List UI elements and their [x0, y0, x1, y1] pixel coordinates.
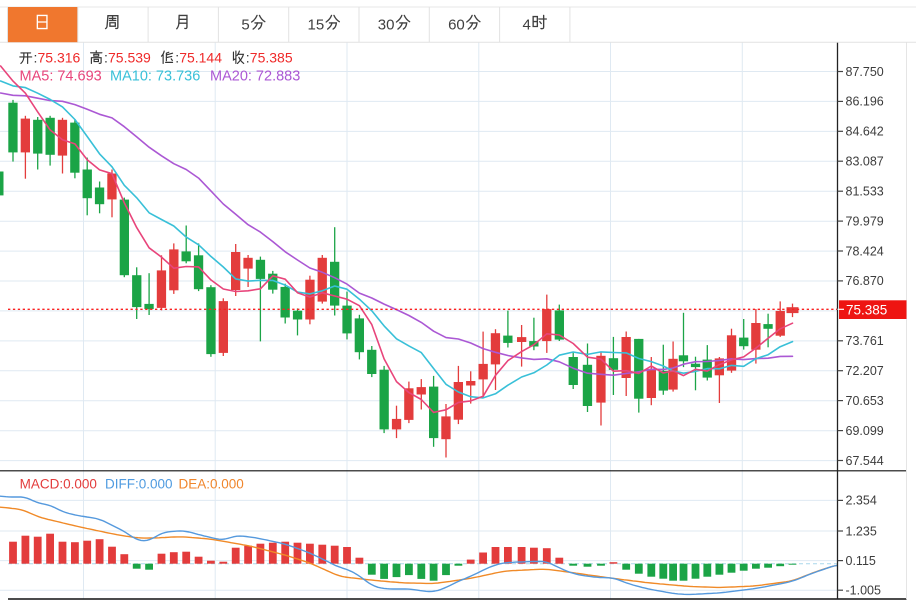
svg-text::: :	[104, 49, 108, 65]
svg-text:1.235: 1.235	[846, 524, 877, 538]
svg-text:67.544: 67.544	[846, 454, 884, 468]
svg-text:69.099: 69.099	[846, 424, 884, 438]
svg-text:2.354: 2.354	[846, 494, 877, 508]
svg-text:75.539: 75.539	[108, 49, 151, 65]
svg-text:70.653: 70.653	[846, 394, 884, 408]
svg-text:MACD:0.000: MACD:0.000	[20, 477, 97, 492]
svg-text:79.979: 79.979	[846, 214, 884, 228]
svg-text:75.385: 75.385	[250, 49, 293, 65]
svg-text:81.533: 81.533	[846, 185, 884, 199]
svg-text:MA10: 73.736: MA10: 73.736	[110, 69, 200, 85]
svg-text:60: 60	[448, 17, 465, 34]
svg-text:-1.005: -1.005	[846, 584, 881, 598]
svg-text:86.196: 86.196	[846, 95, 884, 109]
svg-text:MA5: 74.693: MA5: 74.693	[20, 69, 102, 85]
svg-text:4: 4	[523, 17, 531, 34]
svg-text:75.144: 75.144	[179, 49, 222, 65]
svg-text:75.316: 75.316	[38, 49, 81, 65]
svg-text::: :	[175, 49, 179, 65]
svg-text:83.087: 83.087	[846, 155, 884, 169]
svg-text:73.761: 73.761	[846, 334, 884, 348]
svg-text:DIFF:0.000: DIFF:0.000	[105, 477, 173, 492]
svg-text:78.424: 78.424	[846, 244, 884, 258]
svg-text::: :	[34, 49, 38, 65]
svg-text::: :	[246, 49, 250, 65]
svg-text:72.207: 72.207	[846, 364, 884, 378]
svg-text:DEA:0.000: DEA:0.000	[179, 477, 244, 492]
svg-text:84.642: 84.642	[846, 125, 884, 139]
svg-text:15: 15	[308, 17, 325, 34]
svg-text:5: 5	[241, 17, 249, 34]
svg-text:30: 30	[378, 17, 395, 34]
svg-text:MA20: 72.883: MA20: 72.883	[210, 69, 300, 85]
svg-text:87.750: 87.750	[846, 65, 884, 79]
svg-text:0.115: 0.115	[846, 554, 876, 568]
svg-text:76.870: 76.870	[846, 274, 884, 288]
svg-text:75.385: 75.385	[846, 302, 887, 317]
